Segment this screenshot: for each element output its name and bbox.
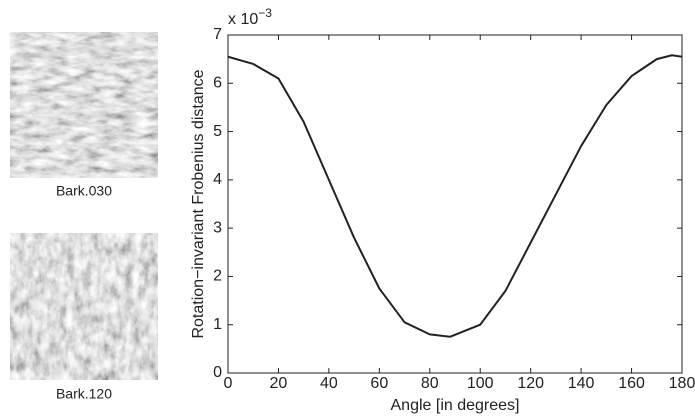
y-tick-label: 5: [213, 123, 222, 140]
x-tick-label: 60: [370, 375, 388, 392]
x-tick-label: 40: [320, 375, 338, 392]
x-tick-label: 20: [270, 375, 288, 392]
x-tick-label: 160: [618, 375, 645, 392]
y-tick-label: 2: [213, 268, 222, 285]
data-line: [227, 54, 683, 338]
y-tick-label: 0: [213, 364, 222, 381]
texture-image: [10, 233, 158, 380]
y-tick-label: 1: [213, 316, 222, 333]
image-label: Bark.030: [56, 183, 112, 199]
texture-image: [10, 32, 158, 178]
x-tick-label: 180: [669, 375, 695, 392]
y-axis-label: Rotation−invariant Frobenius distance: [190, 69, 207, 338]
multiplier-base: x 10: [228, 11, 258, 28]
y-tick-label: 7: [213, 26, 222, 43]
x-tick-label: 0: [224, 375, 233, 392]
x-tick-label: 140: [568, 375, 595, 392]
x-tick-label: 80: [421, 375, 439, 392]
x-tick-label: 100: [467, 375, 494, 392]
multiplier-power: −3: [258, 6, 272, 20]
x-axis-label: Angle [in degrees]: [391, 397, 520, 414]
y-tick-label: 3: [213, 219, 222, 236]
image-label: Bark.120: [56, 386, 112, 402]
x-tick-label: 120: [517, 375, 544, 392]
y-tick-label: 4: [213, 171, 222, 188]
plot-frame: [227, 34, 683, 374]
y-multiplier: x 10−3: [228, 6, 272, 28]
y-tick-label: 6: [213, 75, 222, 92]
